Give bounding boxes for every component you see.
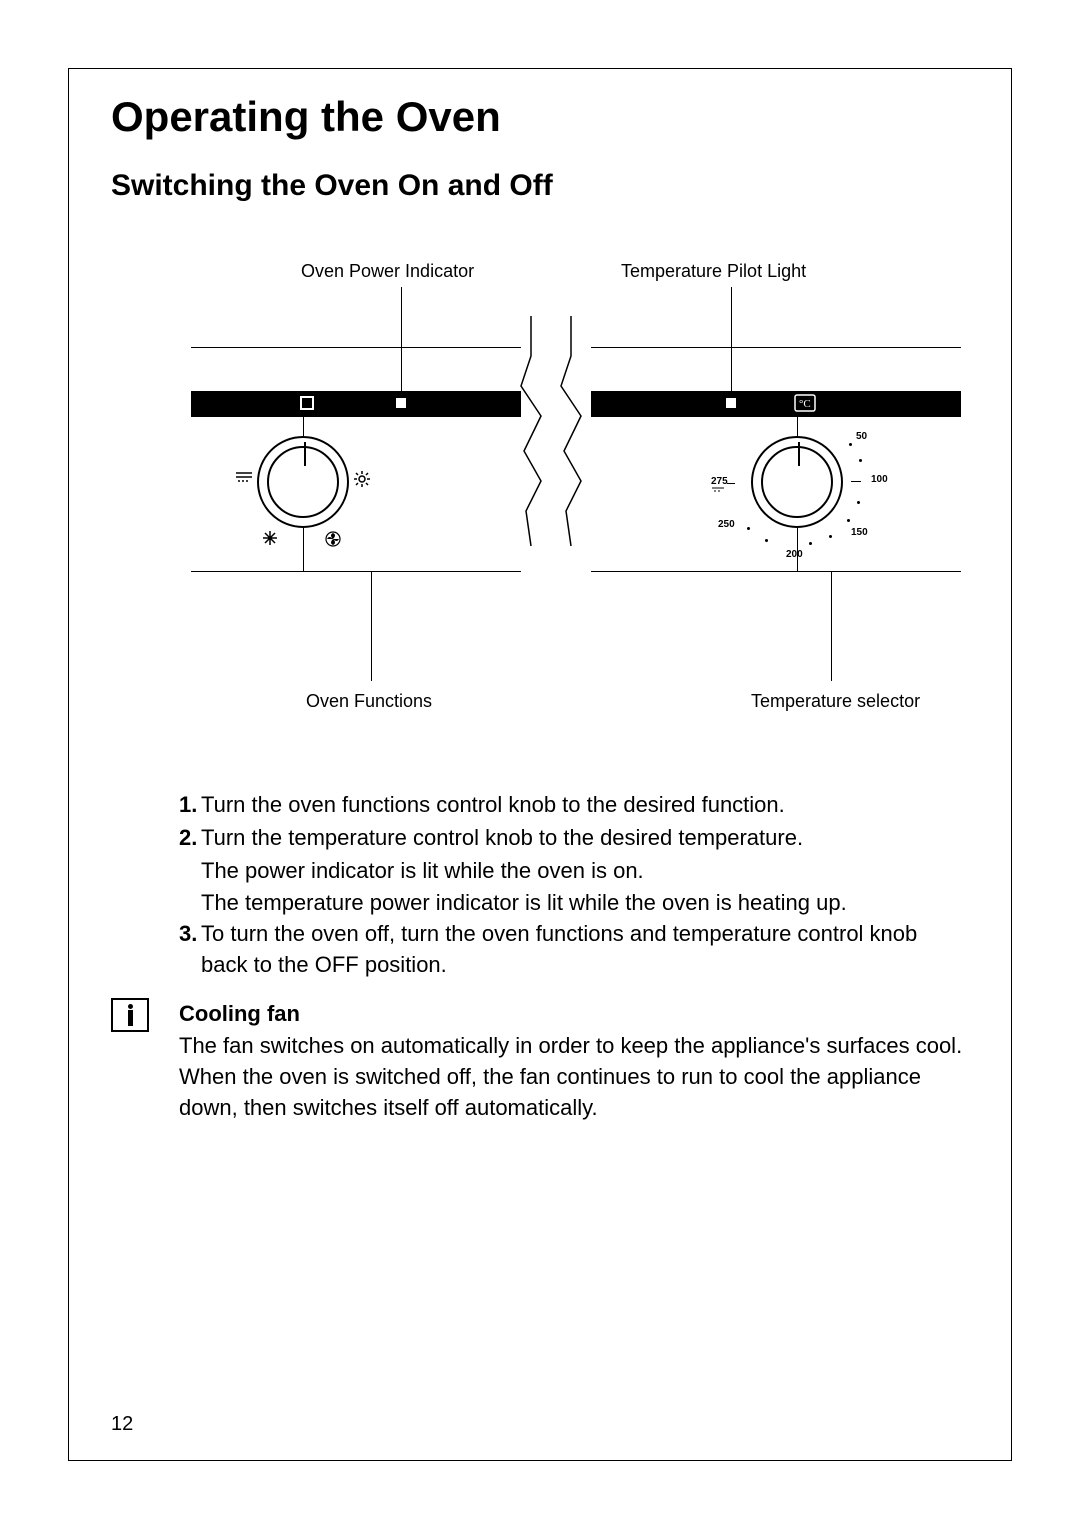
tick-dot xyxy=(847,519,850,522)
tick-dot xyxy=(829,535,832,538)
tick-mark xyxy=(727,483,735,484)
tick-mark xyxy=(851,481,861,482)
tick-dot xyxy=(859,459,862,462)
leader-line xyxy=(303,528,304,571)
svg-text:°C: °C xyxy=(799,398,811,410)
page-number: 12 xyxy=(111,1413,133,1436)
temp-label: 200 xyxy=(786,549,803,560)
panel-top-line-right xyxy=(591,347,961,348)
panel-bottom-line-left xyxy=(191,571,521,572)
info-note: Cooling fan The fan switches on automati… xyxy=(179,998,969,1123)
step-text: Turn the temperature control knob to the… xyxy=(201,822,969,853)
page-title: Operating the Oven xyxy=(111,93,969,141)
step-number: 3. xyxy=(179,918,201,980)
defrost-icon xyxy=(263,531,277,549)
leader-line xyxy=(731,287,732,393)
step-subtext: The temperature power indicator is lit w… xyxy=(201,887,969,918)
step-item: 2. Turn the temperature control knob to … xyxy=(179,822,969,853)
heat-icon xyxy=(235,471,253,487)
leader-line xyxy=(797,528,798,571)
leader-line xyxy=(797,416,798,436)
function-knob xyxy=(257,436,349,528)
tick-dot xyxy=(747,527,750,530)
instructions: 1. Turn the oven functions control knob … xyxy=(179,789,969,1123)
tick-dot xyxy=(809,542,812,545)
leader-line xyxy=(371,571,372,681)
step-text: Turn the oven functions control knob to … xyxy=(201,789,969,820)
panel-bottom-line-right xyxy=(591,571,961,572)
step-text: To turn the oven off, turn the oven func… xyxy=(201,918,969,980)
section-heading: Switching the Oven On and Off xyxy=(111,169,969,203)
power-box-icon xyxy=(299,395,315,412)
step-number: 1. xyxy=(179,789,201,820)
label-temp-selector: Temperature selector xyxy=(751,691,920,712)
step-item: 1. Turn the oven functions control knob … xyxy=(179,789,969,820)
light-icon xyxy=(354,471,370,491)
temp-label: 275 xyxy=(711,476,728,493)
leader-line xyxy=(401,287,402,393)
control-panel-diagram: Oven Power Indicator Temperature Pilot L… xyxy=(191,261,961,761)
info-heading: Cooling fan xyxy=(179,998,969,1029)
fan-icon xyxy=(325,531,341,551)
tick-dot xyxy=(849,443,852,446)
info-icon xyxy=(111,998,149,1032)
temp-label: 250 xyxy=(718,519,735,530)
tick-dot xyxy=(765,539,768,542)
step-subtext: The power indicator is lit while the ove… xyxy=(201,855,969,886)
panel-top-line-left xyxy=(191,347,521,348)
label-functions: Oven Functions xyxy=(306,691,432,712)
info-body-text: The fan switches on automatically in ord… xyxy=(179,1030,969,1124)
temp-label: 150 xyxy=(851,527,868,538)
step-number: 2. xyxy=(179,822,201,853)
leader-line xyxy=(303,416,304,436)
indicator-icon xyxy=(395,397,407,413)
temp-label: 100 xyxy=(871,474,888,485)
temperature-knob xyxy=(751,436,843,528)
leader-line xyxy=(831,571,832,681)
celsius-icon: °C xyxy=(794,394,816,416)
panel-bar-right xyxy=(591,391,961,417)
label-power-indicator: Oven Power Indicator xyxy=(301,261,474,282)
indicator-icon xyxy=(725,397,737,413)
step-item: 3. To turn the oven off, turn the oven f… xyxy=(179,918,969,980)
temp-label: 50 xyxy=(856,431,867,442)
panel-bar-left xyxy=(191,391,521,417)
label-pilot-light: Temperature Pilot Light xyxy=(621,261,806,282)
page-frame: Operating the Oven Switching the Oven On… xyxy=(68,68,1012,1461)
tick-dot xyxy=(857,501,860,504)
break-line-icon xyxy=(516,316,586,546)
